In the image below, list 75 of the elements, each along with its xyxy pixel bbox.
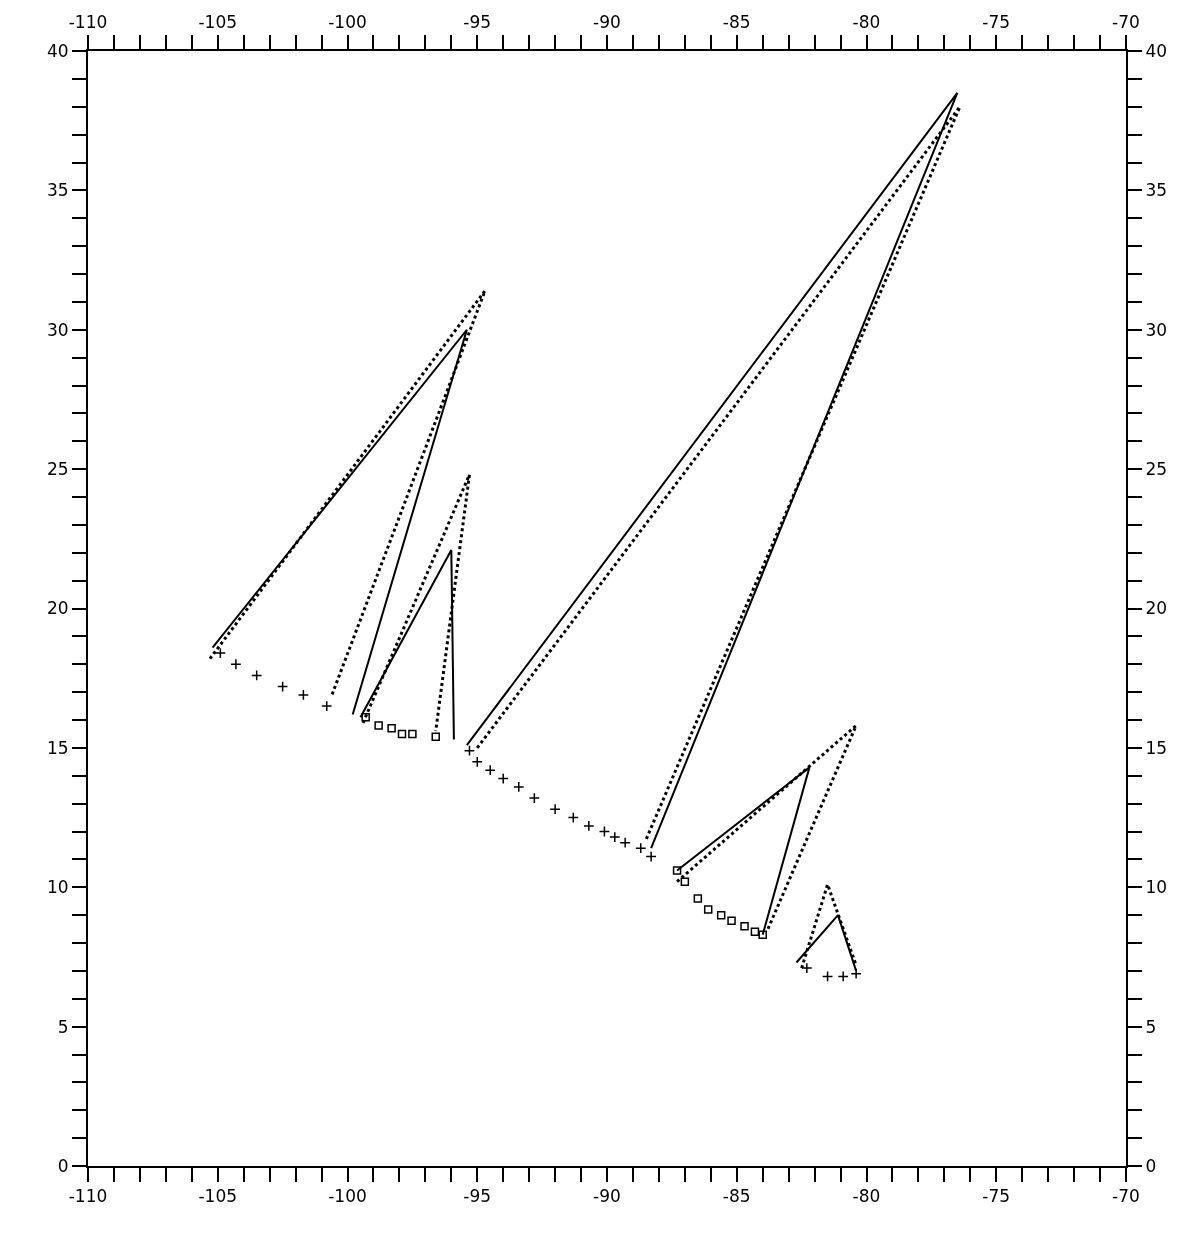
point (693, 894, 703, 903)
y2-tick-label: 40 (1145, 40, 1168, 61)
y2-tick-label: 15 (1145, 737, 1168, 758)
x-tick-label: -110 (68, 12, 108, 33)
point (408, 729, 417, 739)
x-tick-label: -90 (593, 12, 621, 33)
y2-tick-label: 0 (1145, 1155, 1157, 1176)
point (801, 962, 813, 974)
point (750, 927, 760, 937)
point (821, 970, 834, 983)
point (716, 910, 726, 920)
y-tick-label: 0 (57, 1155, 69, 1176)
y2-tick-label: 30 (1145, 319, 1168, 340)
y2-tick-label: 5 (1145, 1016, 1157, 1037)
x-tick-label: -100 (328, 12, 367, 33)
x2-tick-label: -85 (722, 1186, 751, 1207)
point (528, 792, 540, 804)
point (619, 837, 631, 849)
y-tick-label: 5 (57, 1016, 69, 1037)
x2-tick-label: -80 (852, 1186, 881, 1207)
y-tick-label: 40 (46, 40, 69, 61)
point (230, 658, 242, 670)
x2-tick-label: -75 (982, 1186, 1011, 1207)
x-tick-label: -95 (463, 12, 492, 33)
point (387, 724, 396, 733)
x2-tick-label: -95 (463, 1186, 492, 1207)
y2-tick-label: 10 (1145, 877, 1168, 898)
y-tick-label: 25 (46, 459, 69, 480)
point (484, 764, 496, 776)
point (680, 877, 690, 886)
y-tick-label: 35 (46, 180, 69, 201)
point (374, 721, 383, 730)
point (471, 756, 483, 768)
point (703, 905, 713, 914)
point (297, 689, 310, 701)
point (583, 820, 595, 832)
y-tick-label: 20 (46, 598, 69, 619)
point (276, 680, 289, 693)
y2-tick-label: 20 (1145, 598, 1168, 619)
point (598, 825, 611, 838)
x2-tick-label: -110 (68, 1186, 108, 1207)
point (214, 647, 226, 659)
point (672, 866, 682, 875)
point (251, 669, 263, 682)
point (837, 970, 849, 983)
point (321, 700, 333, 712)
point (431, 732, 440, 741)
x-tick-label: -80 (852, 12, 881, 33)
x2-tick-label: -90 (593, 1186, 621, 1207)
point (397, 729, 407, 739)
x-tick-label: -75 (982, 12, 1011, 33)
point (758, 930, 767, 939)
point (609, 831, 621, 843)
point (740, 922, 749, 931)
x-tick-label: -70 (1112, 12, 1140, 33)
x-tick-label: -105 (198, 12, 238, 33)
y-tick-label: 15 (46, 737, 69, 758)
y2-tick-label: 35 (1145, 180, 1168, 201)
point (513, 781, 525, 793)
point (361, 712, 370, 722)
point (635, 842, 647, 854)
x2-tick-label: -100 (328, 1186, 367, 1207)
point (497, 772, 509, 785)
x-tick-label: -85 (722, 12, 751, 33)
point (727, 916, 736, 925)
point (645, 850, 657, 863)
y-tick-label: 10 (46, 877, 69, 898)
x2-tick-label: -105 (198, 1186, 238, 1207)
point (463, 745, 476, 757)
y-tick-label: 30 (46, 319, 69, 340)
point (850, 968, 862, 980)
point (549, 803, 561, 815)
point (567, 811, 579, 824)
x2-tick-label: -70 (1112, 1186, 1140, 1207)
y2-tick-label: 25 (1145, 459, 1168, 480)
